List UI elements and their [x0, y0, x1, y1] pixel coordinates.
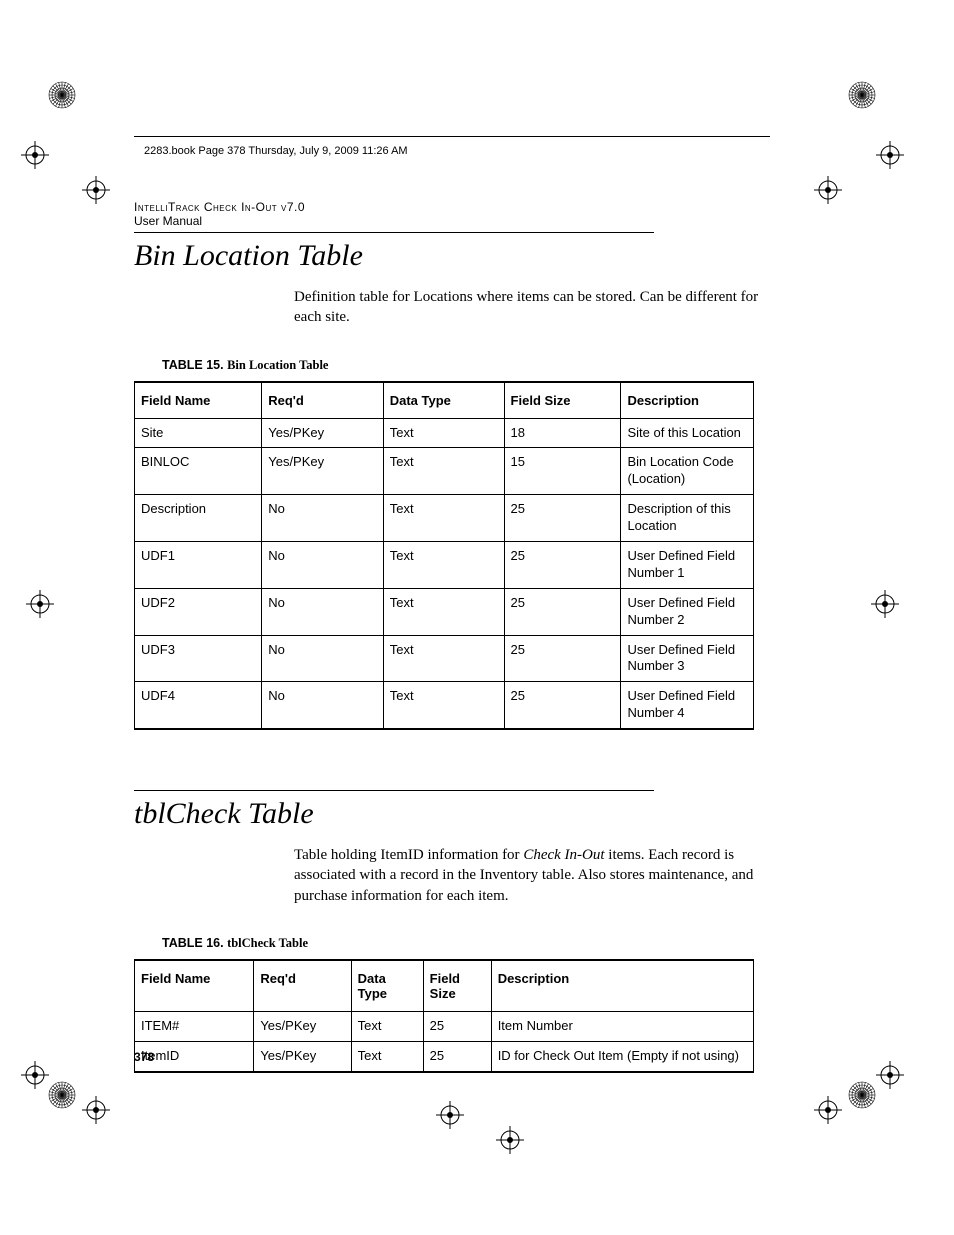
- table15-col-4: Description: [621, 382, 754, 419]
- table16-cell: ID for Check Out Item (Empty if not usin…: [491, 1041, 753, 1071]
- registration-cross-icon: [814, 176, 842, 204]
- table-row: UDF2NoText25User Defined Field Number 2: [135, 588, 754, 635]
- table16-cell: 25: [423, 1011, 491, 1041]
- table15-col-1: Req'd: [262, 382, 383, 419]
- table15-cell: Site of this Location: [621, 418, 754, 448]
- table16: Field NameReq'dData TypeField SizeDescri…: [134, 959, 754, 1073]
- table15-cell: UDF3: [135, 635, 262, 682]
- doc-title-rule: [134, 232, 654, 233]
- table15-cell: Description of this Location: [621, 495, 754, 542]
- table15-cell: Yes/PKey: [262, 448, 383, 495]
- table16-cell: Text: [351, 1011, 423, 1041]
- table15-caption: TABLE 15. Bin Location Table: [162, 358, 770, 373]
- table15-cell: Yes/PKey: [262, 418, 383, 448]
- table15-cell: User Defined Field Number 3: [621, 635, 754, 682]
- table15-cell: 25: [504, 635, 621, 682]
- doc-title-line2: User Manual: [134, 214, 770, 228]
- section1-body: Definition table for Locations where ite…: [294, 287, 770, 328]
- registration-cross-icon: [21, 1061, 49, 1089]
- registration-spiral-icon: [848, 1081, 876, 1109]
- table16-cell: Item Number: [491, 1011, 753, 1041]
- registration-cross-icon: [814, 1096, 842, 1124]
- table15-cell: 25: [504, 495, 621, 542]
- table15-cell: Text: [383, 448, 504, 495]
- registration-spiral-icon: [848, 81, 876, 109]
- table15-cell: User Defined Field Number 4: [621, 682, 754, 729]
- table15-cell: Text: [383, 588, 504, 635]
- table16-col-0: Field Name: [135, 960, 254, 1012]
- registration-cross-icon: [26, 590, 54, 618]
- table15-cell: 15: [504, 448, 621, 495]
- table16-cell: Text: [351, 1041, 423, 1071]
- table16-cell: 25: [423, 1041, 491, 1071]
- table-row: UDF1NoText25User Defined Field Number 1: [135, 541, 754, 588]
- table15-cell: 25: [504, 588, 621, 635]
- table16-body: ITEM#Yes/PKeyText25Item NumberItemIDYes/…: [135, 1011, 754, 1071]
- table16-cell: Yes/PKey: [254, 1011, 351, 1041]
- table15-cell: No: [262, 495, 383, 542]
- table15-cell: No: [262, 541, 383, 588]
- table15-col-2: Data Type: [383, 382, 504, 419]
- section2-title: tblCheck Table: [134, 797, 770, 831]
- table15-cell: 25: [504, 541, 621, 588]
- table15-cell: No: [262, 588, 383, 635]
- table16-cell: Yes/PKey: [254, 1041, 351, 1071]
- table-row: ItemIDYes/PKeyText25ID for Check Out Ite…: [135, 1041, 754, 1071]
- table15-cell: UDF1: [135, 541, 262, 588]
- table16-col-3: Field Size: [423, 960, 491, 1012]
- page-number: 378: [134, 1050, 154, 1064]
- table15-cell: BINLOC: [135, 448, 262, 495]
- page-header-text: 2283.book Page 378 Thursday, July 9, 200…: [144, 145, 408, 157]
- section2-body: Table holding ItemID information for Che…: [294, 845, 770, 906]
- header-rule: [134, 136, 770, 138]
- registration-cross-icon: [82, 176, 110, 204]
- registration-cross-icon: [871, 590, 899, 618]
- table15-cell: No: [262, 635, 383, 682]
- table15-cell: User Defined Field Number 2: [621, 588, 754, 635]
- registration-cross-icon: [21, 141, 49, 169]
- table15-cell: Site: [135, 418, 262, 448]
- table15-cell: User Defined Field Number 1: [621, 541, 754, 588]
- table15-cell: Text: [383, 541, 504, 588]
- registration-cross-icon: [876, 1061, 904, 1089]
- table15-cell: Text: [383, 495, 504, 542]
- table16-cell: ITEM#: [135, 1011, 254, 1041]
- table16-caption: TABLE 16. tblCheck Table: [162, 936, 770, 951]
- table15-body: SiteYes/PKeyText18Site of this LocationB…: [135, 418, 754, 729]
- table-row: DescriptionNoText25Description of this L…: [135, 495, 754, 542]
- table16-col-2: Data Type: [351, 960, 423, 1012]
- table-row: SiteYes/PKeyText18Site of this Location: [135, 418, 754, 448]
- table15-col-0: Field Name: [135, 382, 262, 419]
- table15-cell: 25: [504, 682, 621, 729]
- doc-title-line1: IntelliTrack Check In-Out v7.0: [134, 200, 770, 214]
- table15-cell: UDF4: [135, 682, 262, 729]
- table15-cell: No: [262, 682, 383, 729]
- registration-spiral-icon: [48, 81, 76, 109]
- table15-cell: Text: [383, 418, 504, 448]
- table15-cell: Text: [383, 682, 504, 729]
- table15-cell: 18: [504, 418, 621, 448]
- table-row: UDF3NoText25User Defined Field Number 3: [135, 635, 754, 682]
- table16-col-4: Description: [491, 960, 753, 1012]
- table-row: UDF4NoText25User Defined Field Number 4: [135, 682, 754, 729]
- page-content: IntelliTrack Check In-Out v7.0 User Manu…: [134, 200, 770, 1113]
- table15-cell: Text: [383, 635, 504, 682]
- registration-cross-icon: [436, 1101, 464, 1129]
- table-row: BINLOCYes/PKeyText15Bin Location Code (L…: [135, 448, 754, 495]
- registration-cross-icon: [496, 1126, 524, 1154]
- table15-cell: UDF2: [135, 588, 262, 635]
- registration-cross-icon: [82, 1096, 110, 1124]
- registration-spiral-icon: [48, 1081, 76, 1109]
- table15-cell: Description: [135, 495, 262, 542]
- registration-cross-icon: [876, 141, 904, 169]
- table15-col-3: Field Size: [504, 382, 621, 419]
- table15-header-row: Field NameReq'dData TypeField SizeDescri…: [135, 382, 754, 419]
- section2-rule: [134, 790, 654, 791]
- table16-col-1: Req'd: [254, 960, 351, 1012]
- table15: Field NameReq'dData TypeField SizeDescri…: [134, 381, 754, 731]
- table16-header-row: Field NameReq'dData TypeField SizeDescri…: [135, 960, 754, 1012]
- table-row: ITEM#Yes/PKeyText25Item Number: [135, 1011, 754, 1041]
- section1-title: Bin Location Table: [134, 239, 770, 273]
- table15-cell: Bin Location Code (Location): [621, 448, 754, 495]
